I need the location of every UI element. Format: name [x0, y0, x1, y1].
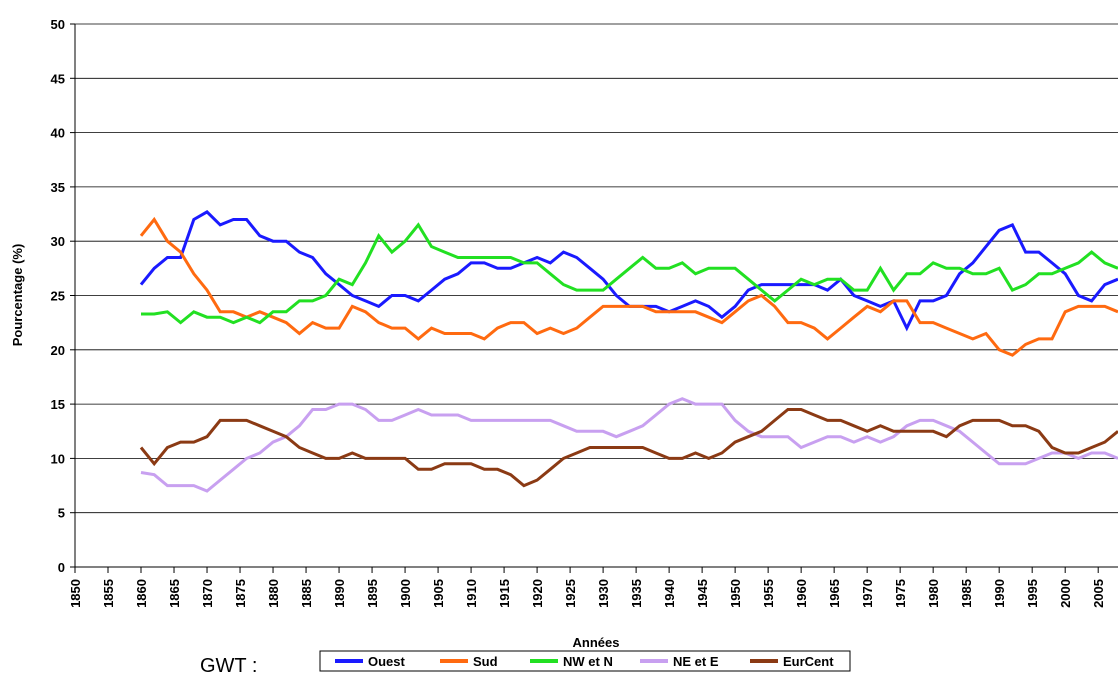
x-tick-label: 1955	[761, 579, 776, 608]
y-tick-label: 25	[51, 289, 65, 304]
x-tick-label: 1915	[497, 579, 512, 608]
series-line	[140, 397, 1118, 493]
x-tick-label: 1980	[926, 579, 941, 608]
y-tick-label: 0	[58, 560, 65, 575]
y-tick-label: 30	[51, 234, 65, 249]
x-tick-label: 1905	[431, 579, 446, 608]
x-tick-label: 1865	[167, 579, 182, 608]
x-tick-label: 1930	[596, 579, 611, 608]
x-tick-label: 1860	[134, 579, 149, 608]
x-tick-label: 1880	[266, 579, 281, 608]
x-tick-label: 2000	[1058, 579, 1073, 608]
legend-label: NE et E	[673, 654, 719, 669]
x-tick-label: 1855	[101, 579, 116, 608]
x-tick-label: 1925	[563, 579, 578, 608]
x-tick-label: 1920	[530, 579, 545, 608]
legend-title: GWT :	[200, 655, 257, 677]
y-axis-label: Pourcentage (%)	[10, 244, 25, 347]
legend-label: Ouest	[368, 654, 406, 669]
x-tick-label: 1985	[959, 579, 974, 608]
series-line	[141, 222, 1118, 325]
x-tick-label: 1950	[728, 579, 743, 608]
y-tick-label: 45	[51, 71, 65, 86]
x-tick-label: 1970	[860, 579, 875, 608]
x-tick-label: 1965	[827, 579, 842, 608]
x-tick-label: 1900	[398, 579, 413, 608]
x-tick-label: 1910	[464, 579, 479, 608]
x-tick-label: 1895	[365, 579, 380, 608]
legend-box	[319, 650, 851, 672]
y-tick-label: 40	[51, 126, 65, 141]
x-tick-label: 1935	[629, 579, 644, 608]
y-tick-label: 15	[51, 397, 65, 412]
y-tick-label: 35	[51, 180, 65, 195]
x-tick-label: 1875	[233, 579, 248, 608]
x-tick-label: 1945	[695, 579, 710, 608]
x-tick-label: 1890	[332, 579, 347, 608]
x-tick-label: 1975	[893, 579, 908, 608]
series-line	[139, 216, 1118, 357]
x-tick-label: 2005	[1091, 579, 1106, 608]
y-tick-label: 50	[51, 17, 65, 32]
x-tick-label: 1960	[794, 579, 809, 608]
y-tick-label: 5	[58, 506, 65, 521]
series-line	[139, 408, 1118, 488]
x-tick-label: 1850	[68, 579, 83, 608]
x-tick-label: 1995	[1025, 579, 1040, 608]
x-axis-label: Années	[573, 635, 620, 650]
x-tick-label: 1990	[992, 579, 1007, 608]
y-tick-label: 20	[51, 343, 65, 358]
legend-label: EurCent	[783, 654, 834, 669]
legend-label: Sud	[473, 654, 498, 669]
y-tick-label: 10	[51, 451, 65, 466]
x-tick-label: 1885	[299, 579, 314, 608]
x-tick-label: 1940	[662, 579, 677, 608]
x-tick-label: 1870	[200, 579, 215, 608]
legend-label: NW et N	[563, 654, 613, 669]
